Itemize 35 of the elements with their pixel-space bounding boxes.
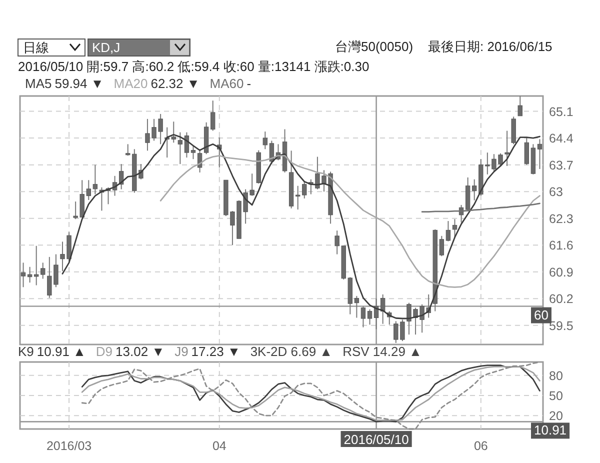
text: 59.94 ▼ [54,76,104,91]
text: MA60 [210,76,244,91]
y-tick-label: 63 [549,185,563,200]
y-tick-label: 60.9 [549,265,574,280]
text: 2016/05/10 開:59.7 高:60.2 低:59.4 收:60 量:13141 漲跌:0.30 [18,59,370,74]
x-tick-label: 04 [212,439,226,453]
ref-line-label: 60 [534,307,548,322]
series-label: D9 [96,344,113,359]
y-tick-label: 80 [549,368,563,383]
y-tick-label: 64.4 [549,132,574,146]
series-label: J9 [174,344,188,359]
text: MA5 [25,76,52,91]
x-tick-label: 06 [474,439,488,453]
chart-subtitle: 最後日期: 2016/06/15 [428,39,552,54]
chart-title: 台灣50(0050) [335,39,414,54]
x-tick-label: 2016/03 [46,439,92,453]
text: MA20 [114,76,148,91]
x-tick-label: 2016/05/10 [344,432,409,447]
y-tick-label: 20 [549,409,563,424]
y-tick-label: 61.6 [549,238,574,253]
annotation: RSV 14.29 ▲ [342,344,422,359]
y-tick-label: 59.5 [549,318,574,333]
y-tick-label: 63.7 [549,158,574,172]
text: K9 [18,344,34,359]
ref-line-label: 10.91 [534,422,567,438]
text: - [246,76,252,91]
text: 62.32 ▼ [150,76,200,91]
annotation: 3K-2D 6.69 ▲ [250,344,333,359]
annotation: 10.91 ▲ [36,344,86,359]
y-tick-label: 65.1 [549,104,574,119]
annotation: 17.23 ▼ [191,344,240,359]
y-tick-label: 50 [549,389,563,403]
y-tick-label: 60.2 [549,292,574,306]
annotation: 13.02 ▼ [116,344,165,359]
y-tick-label: 62.3 [549,212,574,226]
